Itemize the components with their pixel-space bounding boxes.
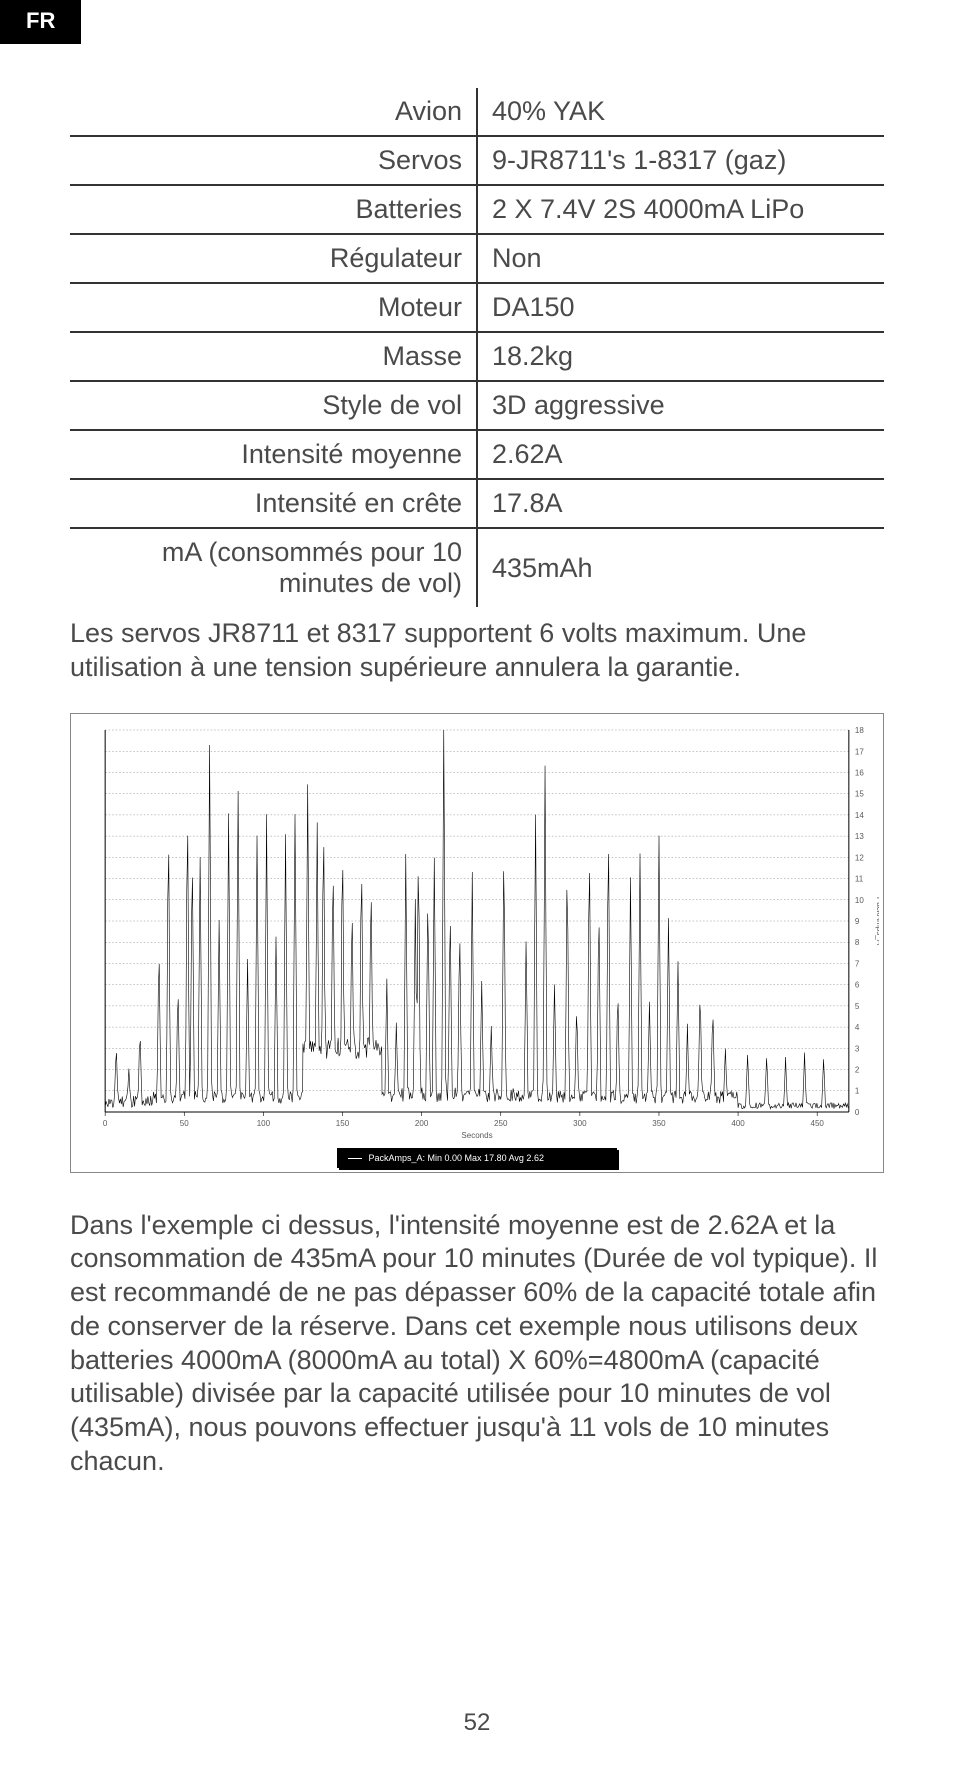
svg-text:50: 50 (180, 1119, 189, 1128)
spec-label: Servos (70, 136, 477, 185)
spec-value: 2 X 7.4V 2S 4000mA LiPo (477, 185, 884, 234)
page: FR Avion40% YAKServos9-JR8711's 1-8317 (… (0, 0, 954, 1777)
svg-text:13: 13 (855, 832, 864, 841)
svg-text:7: 7 (855, 959, 860, 968)
current-chart: 0123456789101112131415161718050100150200… (75, 720, 879, 1142)
spec-value: DA150 (477, 283, 884, 332)
spec-label: Intensité moyenne (70, 430, 477, 479)
svg-text:18: 18 (855, 726, 864, 735)
svg-text:100: 100 (257, 1119, 271, 1128)
svg-text:10: 10 (855, 895, 864, 904)
content-area: Avion40% YAKServos9-JR8711's 1-8317 (gaz… (0, 0, 954, 1479)
table-row: mA (consommés pour 10 minutes de vol)435… (70, 528, 884, 607)
svg-text:6: 6 (855, 980, 860, 989)
svg-text:350: 350 (652, 1119, 666, 1128)
legend-text: PackAmps_A: Min 0.00 Max 17.80 Avg 2.62 (369, 1153, 544, 1163)
page-number: 52 (0, 1709, 954, 1737)
chart-legend: PackAmps_A: Min 0.00 Max 17.80 Avg 2.62 (337, 1148, 617, 1168)
spec-label: Intensité en crête (70, 479, 477, 528)
svg-text:8: 8 (855, 938, 860, 947)
spec-value: 435mAh (477, 528, 884, 607)
svg-text:0: 0 (103, 1119, 108, 1128)
legend-line-icon (348, 1158, 362, 1159)
svg-text:Seconds: Seconds (461, 1131, 492, 1140)
svg-text:200: 200 (415, 1119, 429, 1128)
spec-label: Avion (70, 88, 477, 136)
table-row: Masse18.2kg (70, 332, 884, 381)
svg-text:11: 11 (855, 874, 864, 883)
svg-text:150: 150 (336, 1119, 350, 1128)
svg-text:3: 3 (855, 1044, 860, 1053)
table-row: Servos9-JR8711's 1-8317 (gaz) (70, 136, 884, 185)
svg-text:1: 1 (855, 1086, 860, 1095)
svg-text:PackAmps_A: PackAmps_A (875, 896, 879, 945)
spec-value: 3D aggressive (477, 381, 884, 430)
spec-value: 2.62A (477, 430, 884, 479)
spec-label: mA (consommés pour 10 minutes de vol) (70, 528, 477, 607)
table-row: RégulateurNon (70, 234, 884, 283)
svg-text:450: 450 (811, 1119, 825, 1128)
spec-value: Non (477, 234, 884, 283)
svg-text:15: 15 (855, 789, 864, 798)
svg-text:2: 2 (855, 1065, 860, 1074)
svg-text:17: 17 (855, 747, 864, 756)
svg-text:400: 400 (731, 1119, 745, 1128)
spec-label: Style de vol (70, 381, 477, 430)
spec-table: Avion40% YAKServos9-JR8711's 1-8317 (gaz… (70, 88, 884, 607)
warranty-note: Les servos JR8711 et 8317 supportent 6 v… (70, 617, 884, 685)
svg-text:4: 4 (855, 1023, 860, 1032)
svg-text:16: 16 (855, 768, 864, 777)
svg-text:5: 5 (855, 1001, 860, 1010)
chart-border: 0123456789101112131415161718050100150200… (70, 713, 884, 1173)
table-row: Intensité en crête17.8A (70, 479, 884, 528)
table-row: Intensité moyenne2.62A (70, 430, 884, 479)
spec-value: 9-JR8711's 1-8317 (gaz) (477, 136, 884, 185)
table-row: MoteurDA150 (70, 283, 884, 332)
body-paragraph: Dans l'exemple ci dessus, l'intensité mo… (70, 1209, 884, 1479)
svg-text:250: 250 (494, 1119, 508, 1128)
svg-text:9: 9 (855, 917, 860, 926)
chart-container: 0123456789101112131415161718050100150200… (70, 713, 884, 1173)
table-row: Batteries2 X 7.4V 2S 4000mA LiPo (70, 185, 884, 234)
svg-text:14: 14 (855, 810, 864, 819)
spec-value: 40% YAK (477, 88, 884, 136)
language-tab: FR (0, 0, 81, 44)
svg-text:12: 12 (855, 853, 864, 862)
spec-label: Masse (70, 332, 477, 381)
svg-text:0: 0 (855, 1107, 860, 1116)
spec-value: 18.2kg (477, 332, 884, 381)
spec-label: Régulateur (70, 234, 477, 283)
spec-label: Moteur (70, 283, 477, 332)
spec-label: Batteries (70, 185, 477, 234)
table-row: Avion40% YAK (70, 88, 884, 136)
svg-text:300: 300 (573, 1119, 587, 1128)
table-row: Style de vol3D aggressive (70, 381, 884, 430)
spec-value: 17.8A (477, 479, 884, 528)
